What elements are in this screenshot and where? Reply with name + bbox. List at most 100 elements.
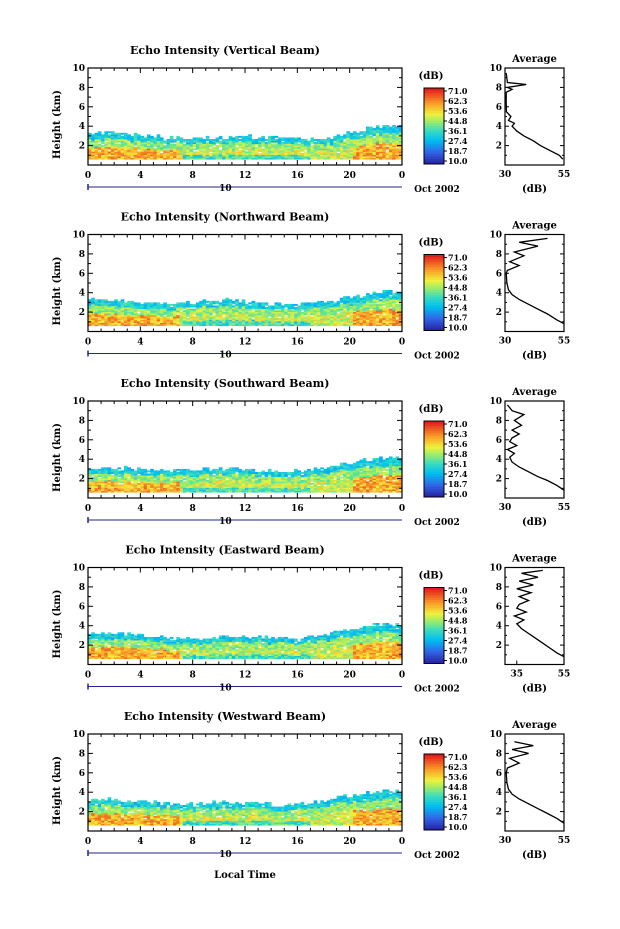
heatmap-cell [199, 307, 203, 310]
heatmap-cell [362, 490, 367, 493]
heatmap-cell [231, 154, 236, 157]
heatmap-cell [91, 142, 95, 145]
heatmap-cell [228, 139, 233, 141]
heatmap-cell [130, 479, 135, 482]
heatmap-cell [297, 152, 301, 155]
heatmap-cell [369, 132, 373, 135]
heatmap-cell [326, 313, 331, 316]
heatmap-cell [205, 490, 210, 493]
heatmap-cell [362, 459, 367, 462]
heatmap-cell [251, 316, 256, 319]
heatmap-cell [359, 319, 364, 322]
heatmap-cell [333, 151, 337, 154]
heatmap-cell [189, 478, 194, 481]
heatmap-cell [375, 319, 380, 322]
heatmap-cell [372, 462, 377, 465]
heatmap-cell [366, 131, 370, 134]
heatmap-cell [382, 467, 387, 470]
heatmap-cell [123, 324, 128, 327]
heatmap-cell [101, 135, 105, 138]
heatmap-cell [130, 643, 135, 646]
heatmap-cell [388, 458, 393, 460]
heatmap-cell [101, 300, 105, 303]
heatmap-cell [261, 157, 266, 160]
heatmap-cell [349, 489, 354, 492]
heatmap-cell [123, 307, 128, 310]
colorbar-swatch [424, 153, 444, 157]
heatmap-cell [199, 324, 203, 327]
heatmap-cell [245, 475, 249, 478]
heatmap-cell [163, 313, 167, 316]
heatmap-cell [245, 154, 249, 157]
heatmap-cell [267, 140, 272, 143]
heatmap-cell [137, 482, 141, 485]
heatmap-cell [140, 305, 144, 308]
heatmap-cell [127, 305, 131, 308]
heatmap-cell [127, 641, 131, 644]
heatmap-cell [195, 317, 200, 320]
heatmap-cell [346, 313, 351, 316]
heatmap-cell [254, 311, 259, 314]
heatmap-cell [287, 478, 292, 481]
heatmap-cell [356, 148, 360, 151]
heatmap-cell [110, 643, 115, 646]
heatmap-cell [156, 470, 161, 473]
heatmap-cell [372, 313, 377, 316]
heatmap-cell [290, 142, 295, 145]
heatmap-cell [218, 481, 223, 484]
heatmap-cell [120, 644, 125, 647]
heatmap-cell [195, 139, 200, 141]
heatmap-cell [284, 316, 288, 319]
heatmap-cell [392, 467, 396, 470]
heatmap-cell [123, 647, 128, 650]
heatmap-cell [215, 156, 220, 159]
heatmap-cell [349, 482, 354, 485]
heatmap-cell [379, 465, 383, 468]
heatmap-cell [261, 145, 266, 148]
heatmap-cell [290, 475, 295, 478]
heatmap-cell [179, 482, 184, 485]
heatmap-cell [238, 151, 243, 154]
heatmap-cell [195, 308, 200, 311]
heatmap-cell [385, 303, 390, 306]
heatmap-cell [375, 125, 380, 127]
heatmap-cell [166, 476, 171, 479]
heatmap-cell [104, 154, 109, 157]
heatmap-cell [228, 316, 233, 319]
heatmap-cell [101, 482, 105, 485]
heatmap-cell [199, 142, 203, 145]
heatmap-cell [150, 647, 154, 650]
heatmap-cell [398, 307, 403, 310]
heatmap-cell [173, 479, 177, 482]
heatmap-cell [382, 152, 387, 155]
heatmap-cell [153, 303, 158, 306]
heatmap-cell [323, 313, 328, 316]
heatmap-cell [395, 137, 400, 140]
heatmap-cell [313, 473, 318, 476]
heatmap-cell [192, 472, 197, 474]
heatmap-cell [169, 149, 174, 152]
heatmap-cell [258, 145, 262, 148]
heatmap-cell [117, 490, 122, 493]
colorbar-swatch [424, 451, 444, 455]
heatmap-cell [146, 302, 151, 305]
heatmap-cell [330, 473, 334, 476]
heatmap-cell [209, 489, 213, 492]
heatmap-cell [231, 468, 236, 471]
heatmap-cell [94, 317, 99, 320]
heatmap-cell [235, 317, 239, 320]
heatmap-cell [264, 156, 269, 159]
heatmap-cell [349, 470, 354, 473]
heatmap-cell [163, 489, 167, 492]
heatmap-cell [359, 485, 364, 488]
heatmap-cell [330, 472, 334, 474]
heatmap-cell [362, 145, 367, 148]
heatmap-cell [222, 489, 226, 492]
heatmap-cell [379, 293, 383, 296]
heatmap-cell [146, 156, 151, 159]
heatmap-cell [290, 485, 295, 488]
heatmap-cell [209, 143, 213, 146]
heatmap-cell [258, 156, 262, 159]
heatmap-cell [382, 154, 387, 157]
heatmap-cell [274, 140, 279, 143]
